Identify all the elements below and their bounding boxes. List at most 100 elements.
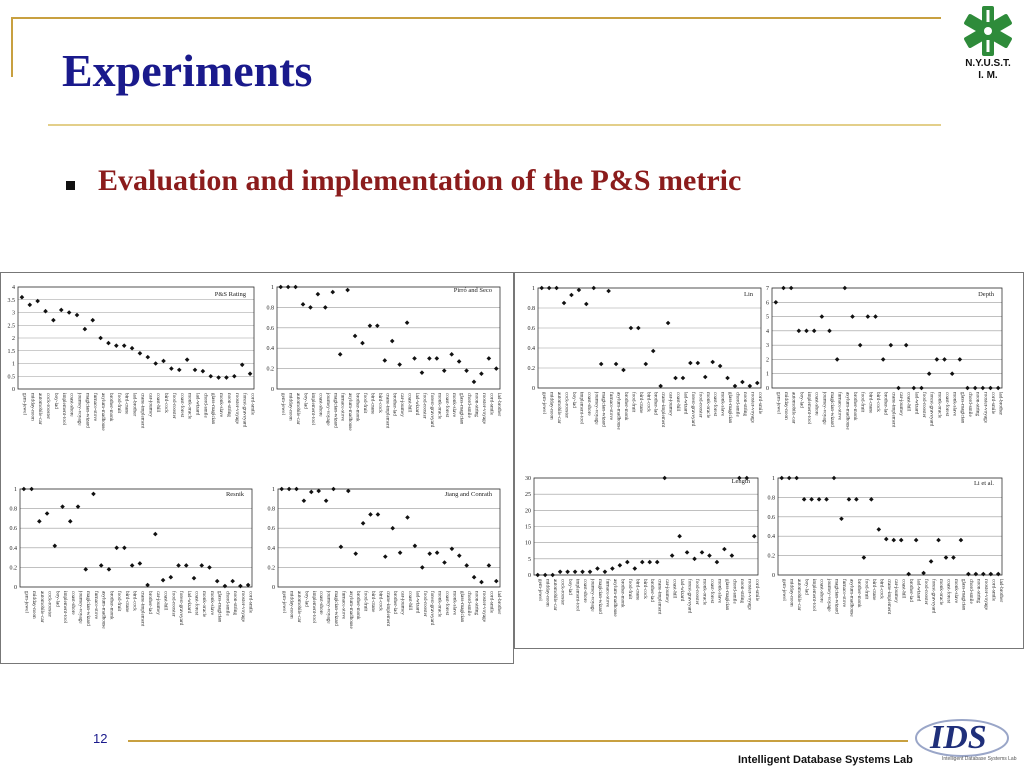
data-point bbox=[471, 574, 477, 580]
chart-title: P&S Rating bbox=[215, 291, 247, 298]
x-tick-label: crane-implement bbox=[886, 579, 892, 615]
data-point bbox=[988, 571, 994, 577]
x-tick-label: asylum-madhouse bbox=[101, 591, 107, 629]
x-tick-label: noon-string bbox=[232, 591, 238, 615]
left-decor-rule bbox=[11, 17, 13, 77]
data-point bbox=[145, 354, 151, 360]
y-tick-label: 0.6 bbox=[528, 326, 536, 332]
x-tick-label: coast-hill bbox=[155, 393, 161, 413]
data-point bbox=[699, 550, 705, 555]
x-tick-label: bird-cock bbox=[163, 393, 169, 413]
data-point bbox=[449, 546, 455, 552]
x-tick-label: bird-crane bbox=[124, 393, 130, 415]
data-point bbox=[842, 285, 848, 291]
x-tick-label: brother-lad bbox=[649, 579, 655, 602]
data-point bbox=[122, 545, 127, 551]
x-tick-label: cock-rooster bbox=[560, 579, 566, 605]
y-tick-label: 0 bbox=[271, 387, 274, 393]
data-point bbox=[200, 368, 206, 374]
data-point bbox=[754, 380, 760, 386]
x-tick-label: monk-oracle bbox=[702, 579, 708, 606]
x-tick-label: asylum-madhouse bbox=[612, 579, 618, 617]
x-tick-label: journey-voyage bbox=[590, 578, 596, 612]
data-point bbox=[300, 302, 306, 307]
data-point bbox=[688, 360, 693, 366]
data-point bbox=[464, 368, 469, 373]
x-tick-label: car-journey bbox=[893, 579, 899, 603]
data-point bbox=[457, 553, 462, 558]
x-tick-label: furnace-stove bbox=[604, 579, 611, 608]
y-tick-label: 1 bbox=[12, 362, 15, 368]
data-point bbox=[854, 497, 859, 502]
data-point bbox=[309, 489, 314, 495]
data-point bbox=[779, 475, 785, 481]
x-tick-label: noon-string bbox=[975, 392, 981, 416]
data-point bbox=[542, 572, 548, 578]
x-tick-label: bird-cock bbox=[878, 579, 884, 599]
x-tick-label: monk-oracle bbox=[938, 579, 944, 606]
x-tick-label: furnace-stove bbox=[340, 591, 347, 620]
x-tick-label: monk-oracle bbox=[436, 393, 442, 420]
x-tick-label: lad-wizard bbox=[682, 392, 688, 415]
plot-frame bbox=[277, 488, 501, 588]
x-tick-label: journey-voyage bbox=[826, 578, 832, 612]
data-point bbox=[184, 357, 190, 362]
data-point bbox=[949, 371, 955, 377]
plot-frame bbox=[777, 477, 1003, 576]
data-point bbox=[419, 370, 425, 375]
x-tick-label: midday-noon bbox=[288, 393, 294, 421]
x-tick-label: chord-smile bbox=[734, 392, 740, 417]
x-tick-label: cock-rooster bbox=[47, 591, 53, 617]
x-tick-label: noon-string bbox=[474, 591, 480, 615]
data-point bbox=[911, 385, 917, 391]
x-tick-label: boy-lad bbox=[798, 392, 804, 408]
data-point bbox=[898, 537, 904, 543]
x-tick-label: lad-brother bbox=[132, 393, 138, 416]
data-point bbox=[98, 563, 104, 568]
data-point bbox=[751, 533, 757, 539]
x-tick-label: food-rooster bbox=[170, 591, 177, 617]
data-point bbox=[801, 497, 807, 502]
data-point bbox=[337, 352, 343, 357]
data-point bbox=[153, 531, 158, 537]
data-point bbox=[323, 305, 328, 310]
data-point bbox=[176, 563, 181, 568]
y-tick-label: 0.2 bbox=[268, 565, 276, 571]
data-point bbox=[98, 335, 103, 341]
x-tick-label: coast-shore bbox=[69, 393, 75, 417]
x-tick-label: brother-lad bbox=[653, 392, 659, 415]
x-tick-label: cord-smile bbox=[250, 393, 256, 416]
data-point bbox=[861, 555, 867, 560]
x-tick-label: brother-monk bbox=[856, 579, 862, 608]
y-tick-label: 15 bbox=[525, 525, 531, 531]
slide-title: Experiments bbox=[62, 45, 313, 96]
data-point bbox=[824, 497, 829, 502]
x-tick-label: journey-voyage bbox=[77, 392, 83, 426]
data-point bbox=[427, 551, 432, 556]
x-tick-label: car-journey bbox=[668, 392, 674, 416]
x-tick-label: coast-forest bbox=[944, 392, 951, 417]
x-tick-label: coast-shore bbox=[318, 591, 324, 615]
lab-logo-text: IDS bbox=[929, 719, 987, 756]
y-tick-label: 1.5 bbox=[8, 349, 16, 355]
x-tick-label: boy-lad bbox=[804, 579, 810, 595]
data-point bbox=[58, 307, 64, 313]
data-point bbox=[222, 583, 228, 589]
x-tick-label: brother-lad bbox=[392, 393, 398, 416]
data-point bbox=[238, 583, 243, 589]
y-tick-label: 0.6 bbox=[267, 326, 275, 332]
data-point bbox=[83, 567, 89, 572]
x-tick-label: monk-slave bbox=[218, 393, 224, 418]
logo-caption-line2: I. M. bbox=[978, 70, 998, 81]
x-tick-label: furnace-stove bbox=[93, 591, 100, 620]
data-point bbox=[494, 578, 499, 584]
chart-title: Li et al. bbox=[974, 480, 994, 487]
data-point bbox=[580, 569, 585, 575]
data-point bbox=[74, 312, 80, 318]
x-tick-label: implement-tool bbox=[310, 393, 316, 426]
y-tick-label: 0.2 bbox=[10, 565, 18, 571]
data-point bbox=[153, 361, 158, 366]
x-tick-label: bird-crane bbox=[638, 392, 644, 414]
data-point bbox=[744, 475, 750, 481]
y-tick-label: 0.4 bbox=[10, 546, 18, 552]
